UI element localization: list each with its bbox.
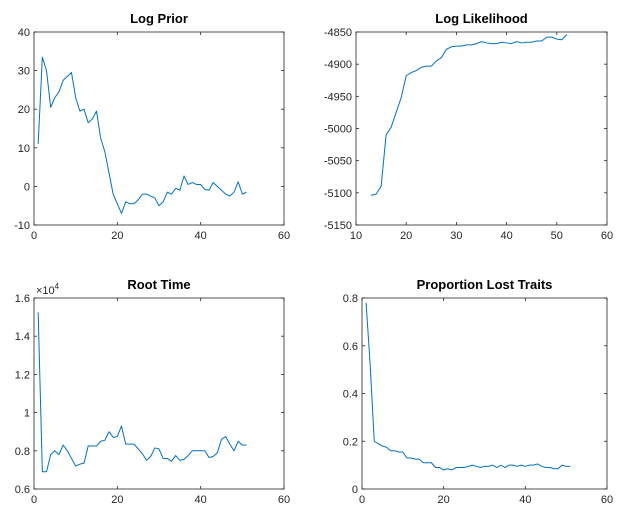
root-time-exponent-label: ×104 <box>36 282 60 297</box>
root-time-ytick-label: 1 <box>24 408 30 420</box>
log-prior-series-line <box>37 56 247 214</box>
proportion-lost-traits-title: Proportion Lost Traits <box>417 277 553 292</box>
proportion-lost-traits-series-line <box>365 302 571 471</box>
log-prior-axes-box <box>33 31 285 226</box>
proportion-lost-traits-xtick-label: 0 <box>359 494 365 505</box>
log-likelihood-ytick-label: -4950 <box>324 91 352 103</box>
log-prior-ytick-label: -10 <box>14 220 30 232</box>
proportion-lost-traits-axes-box <box>361 297 608 490</box>
proportion-lost-traits-ytick-label: 0.8 <box>343 293 358 305</box>
proportion-lost-traits-xtick-label: 40 <box>519 494 531 505</box>
root-time-ytick-label: 1.6 <box>15 293 30 305</box>
log-likelihood-xtick-label: 60 <box>601 230 613 242</box>
log-likelihood-axes-box <box>355 31 608 226</box>
root-time-axes-box <box>33 297 285 490</box>
root-time-xtick-label: 0 <box>31 494 37 505</box>
log-prior-ytick-label: 30 <box>18 66 30 78</box>
root-time-xtick-label: 20 <box>111 494 123 505</box>
root-time-ytick-label: 1.2 <box>15 369 30 381</box>
proportion-lost-traits-xtick-label: 60 <box>601 494 613 505</box>
log-likelihood-xtick-label: 20 <box>400 230 412 242</box>
proportion-lost-traits-xtick-label: 20 <box>438 494 450 505</box>
log-likelihood-title: Log Likelihood <box>435 11 527 26</box>
log-likelihood-xtick-label: 50 <box>551 230 563 242</box>
root-time-ytick-label: 0.8 <box>15 446 30 458</box>
root-time-series-line <box>37 312 247 473</box>
log-prior-ytick-label: 10 <box>18 143 30 155</box>
root-time-panel: Root Time 0 20 40 60 0.6 0.8 1 1.2 1.4 1.6 ×104 <box>15 277 290 505</box>
log-prior-ytick-label: 40 <box>18 27 30 39</box>
root-time-ytick-label: 1.4 <box>15 331 30 343</box>
log-likelihood-ytick-label: -5000 <box>324 124 352 136</box>
log-prior-title: Log Prior <box>130 11 188 26</box>
log-likelihood-xtick-label: 10 <box>350 230 362 242</box>
log-likelihood-xtick-label: 30 <box>450 230 462 242</box>
log-likelihood-xtick-label: 40 <box>500 230 512 242</box>
proportion-lost-traits-ytick-label: 0.6 <box>343 341 358 353</box>
root-time-title: Root Time <box>127 277 190 292</box>
log-likelihood-ytick-label: -5100 <box>324 188 352 200</box>
log-prior-ytick-label: 0 <box>24 181 30 193</box>
log-likelihood-ytick-label: -5150 <box>324 220 352 232</box>
log-prior-xtick-label: 60 <box>278 230 290 242</box>
log-likelihood-ytick-label: -5050 <box>324 156 352 168</box>
log-prior-ytick-label: 20 <box>18 104 30 116</box>
log-likelihood-ytick-label: -4900 <box>324 59 352 71</box>
log-likelihood-series-line <box>370 34 568 196</box>
proportion-lost-traits-ytick-label: 0.4 <box>343 389 358 401</box>
proportion-lost-traits-panel: Proportion Lost Traits 0 20 40 60 0 0.2 0.4 0.6 0… <box>343 277 613 505</box>
log-likelihood-panel: Log Likelihood 10 20 30 40 50 60 -5150 -5100 -505… <box>324 11 613 242</box>
root-time-xtick-label: 40 <box>195 494 207 505</box>
log-prior-xtick-label: 20 <box>111 230 123 242</box>
root-time-xtick-label: 60 <box>278 494 290 505</box>
log-prior-xtick-label: 0 <box>31 230 37 242</box>
log-likelihood-ytick-label: -4850 <box>324 27 352 39</box>
proportion-lost-traits-ytick-label: 0.2 <box>343 436 358 448</box>
log-prior-xtick-label: 40 <box>195 230 207 242</box>
proportion-lost-traits-ytick-label: 0 <box>352 484 358 496</box>
root-time-ytick-label: 0.6 <box>15 484 30 496</box>
